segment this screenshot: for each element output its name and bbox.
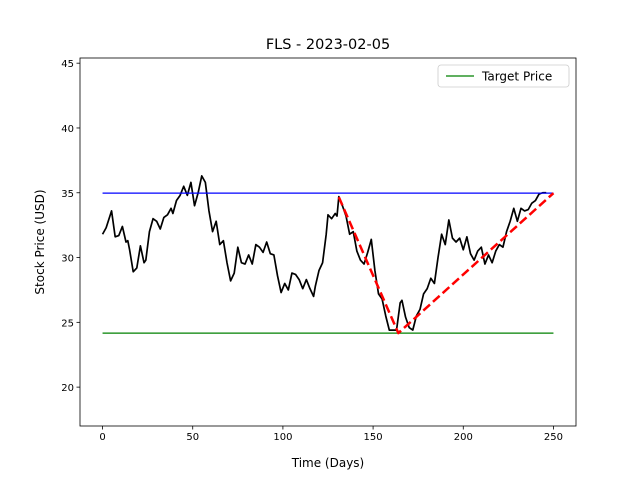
y-tick-label: 40: [61, 124, 74, 135]
x-tick-label: 50: [186, 432, 199, 443]
x-tick-label: 0: [99, 432, 105, 443]
y-tick-label: 25: [61, 318, 74, 329]
y-axis-label: Stock Price (USD): [33, 189, 47, 294]
y-tick-label: 45: [61, 59, 74, 70]
series-line: [101, 175, 547, 331]
y-tick-label: 30: [61, 254, 74, 265]
series-line: [337, 192, 555, 335]
x-tick-label: 250: [544, 432, 563, 443]
y-tick-label: 20: [61, 383, 74, 394]
chart-title: FLS - 2023-02-05: [266, 37, 390, 53]
y-tick-label: 35: [61, 189, 74, 200]
x-axis-label: Time (Days): [291, 456, 365, 470]
legend-box: [437, 64, 570, 88]
x-tick-label: 200: [454, 432, 473, 443]
plot-frame: [79, 57, 577, 427]
legend-label: Target Price: [481, 70, 552, 84]
x-tick-label: 100: [273, 432, 292, 443]
x-tick-label: 150: [364, 432, 383, 443]
